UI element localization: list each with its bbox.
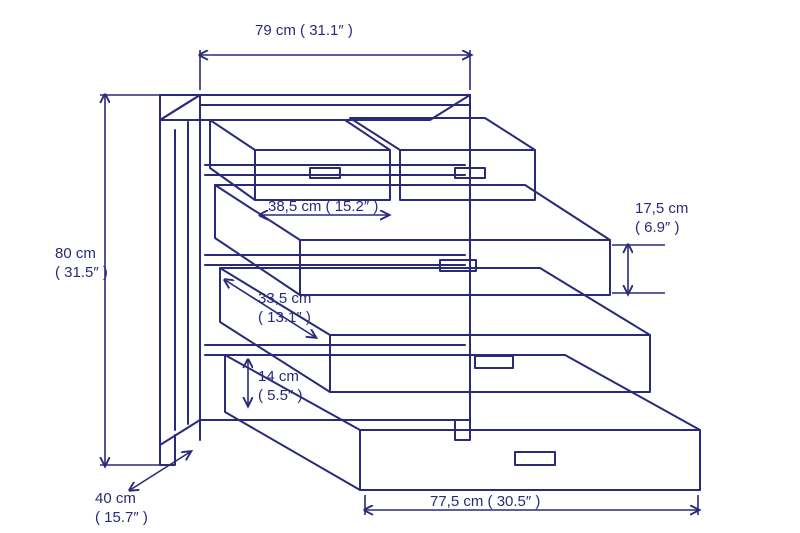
dim-half-width: 38,5 cm ( 15.2″ ) <box>268 198 378 217</box>
dim-drawer-height: 17,5 cm( 6.9″ ) <box>635 200 688 238</box>
dim-depth: 40 cm( 15.7″ ) <box>95 490 148 528</box>
dim-height: 80 cm( 31.5″ ) <box>55 245 108 283</box>
dim-drawer-depth: 33,5 cm( 13.1″ ) <box>258 290 311 328</box>
dim-gap: 14 cm( 5.5″ ) <box>258 368 303 406</box>
dim-full-width: 77,5 cm ( 30.5″ ) <box>430 493 540 512</box>
diagram-canvas: 79 cm ( 31.1″ ) 80 cm( 31.5″ ) 40 cm( 15… <box>0 0 800 533</box>
furniture-svg <box>0 0 800 533</box>
dim-width: 79 cm ( 31.1″ ) <box>255 22 353 41</box>
